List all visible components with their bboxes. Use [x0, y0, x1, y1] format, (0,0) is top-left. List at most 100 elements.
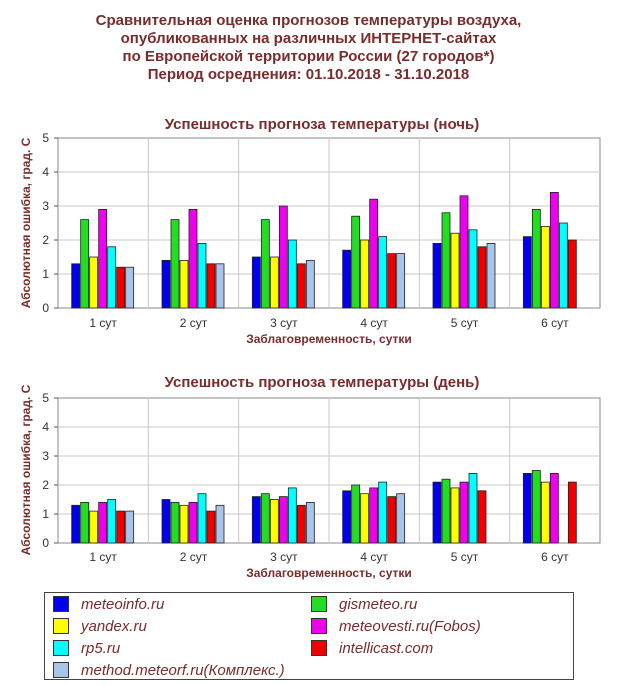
- legend-label: meteovesti.ru(Fobos): [339, 617, 481, 635]
- x-tick-label: 6 сут: [541, 550, 569, 564]
- y-tick-label: 5: [42, 391, 49, 405]
- bar: [468, 229, 478, 309]
- night-chart: Успешность прогноза температуры (ночь) 0 1…: [19, 116, 601, 346]
- bar: [441, 478, 451, 544]
- legend-item: method.meteorf.ru(Комплекс.): [53, 661, 285, 679]
- chart-legend: meteoinfo.ru gismeteo.ru yandex.ru meteoves…: [44, 592, 574, 680]
- bar: [567, 239, 577, 309]
- bar: [188, 501, 198, 544]
- y-tick-label: 4: [42, 165, 49, 179]
- bar: [179, 504, 189, 544]
- legend-item: rp5.ru: [53, 639, 120, 657]
- bar: [549, 192, 559, 309]
- x-tick-label: 1 сут: [89, 550, 117, 564]
- bar: [287, 487, 297, 544]
- legend-swatch: [53, 640, 69, 656]
- bar: [396, 253, 406, 309]
- bar: [432, 481, 442, 544]
- x-tick-label: 4 сут: [360, 316, 388, 330]
- bar: [206, 510, 216, 544]
- x-tick-label: 5 сут: [451, 550, 479, 564]
- bar: [125, 510, 135, 544]
- bar: [71, 504, 81, 544]
- bar: [432, 242, 442, 309]
- legend-swatch: [311, 640, 327, 656]
- report-header: Сравнительная оценка прогнозов температу…: [0, 12, 617, 84]
- bar: [305, 259, 315, 309]
- legend-label: method.meteorf.ru(Комплекс.): [81, 661, 285, 679]
- bar: [260, 219, 270, 309]
- legend-item: yandex.ru: [53, 617, 147, 635]
- y-tick-label: 3: [42, 199, 49, 213]
- bar: [459, 195, 469, 309]
- bar: [558, 222, 568, 309]
- bar: [396, 493, 406, 544]
- y-axis-title: Абсолютная ошибка, град. С: [19, 384, 33, 555]
- bar: [369, 198, 379, 309]
- x-tick-label: 4 сут: [360, 550, 388, 564]
- bar: [459, 481, 469, 544]
- chart-title: Успешность прогноза температуры (день): [165, 374, 480, 391]
- bar: [351, 215, 361, 309]
- bar: [215, 263, 225, 309]
- bar: [107, 499, 117, 544]
- bar: [287, 239, 297, 309]
- y-tick-label: 2: [42, 233, 49, 247]
- day-chart: Успешность прогноза температуры (день) 0 1…: [19, 374, 601, 580]
- header-line-1: Сравнительная оценка прогнозов температу…: [95, 12, 522, 29]
- bar: [522, 473, 532, 544]
- bar: [161, 259, 171, 309]
- legend-item: gismeteo.ru: [311, 595, 417, 613]
- bar: [486, 242, 496, 309]
- legend-swatch: [311, 596, 327, 612]
- legend-label: meteoinfo.ru: [81, 595, 165, 613]
- y-axis-title: Абсолютная ошибка, град. С: [19, 137, 33, 308]
- x-tick-label: 6 сут: [541, 316, 569, 330]
- x-tick-label: 5 сут: [451, 316, 479, 330]
- bar: [260, 493, 270, 544]
- bar: [531, 209, 541, 309]
- y-tick-label: 5: [42, 131, 49, 145]
- bar: [567, 481, 577, 544]
- y-tick-label: 3: [42, 449, 49, 463]
- bar: [450, 232, 460, 309]
- chart-title: Успешность прогноза температуры (ночь): [165, 116, 479, 133]
- bar: [360, 239, 370, 309]
- bar: [170, 219, 180, 309]
- bar: [89, 510, 99, 544]
- y-tick-label: 2: [42, 478, 49, 492]
- bar: [468, 473, 478, 544]
- bar: [251, 256, 261, 309]
- bar: [305, 501, 315, 544]
- bar: [540, 226, 550, 309]
- bar: [360, 493, 370, 544]
- header-line-2: опубликованных на различных ИНТЕРНЕТ-сай…: [120, 30, 497, 47]
- bar: [179, 259, 189, 309]
- bar: [378, 481, 388, 544]
- bar: [98, 501, 108, 544]
- bar: [206, 263, 216, 309]
- bar: [441, 212, 451, 309]
- bar: [116, 266, 126, 309]
- y-tick-label: 0: [42, 301, 49, 315]
- bar: [351, 484, 361, 544]
- x-tick-label: 2 сут: [180, 316, 208, 330]
- x-tick-label: 2 сут: [180, 550, 208, 564]
- bar: [278, 496, 288, 544]
- bar: [531, 470, 541, 544]
- bar: [342, 490, 352, 544]
- legend-swatch: [53, 596, 69, 612]
- y-tick-label: 0: [42, 536, 49, 550]
- bar: [89, 256, 99, 309]
- bar: [296, 504, 306, 544]
- bar: [369, 487, 379, 544]
- x-axis-title: Заблаговременность, сутки: [246, 332, 412, 346]
- x-tick-label: 3 сут: [270, 550, 298, 564]
- y-tick-label: 4: [42, 420, 49, 434]
- x-tick-label: 1 сут: [89, 316, 117, 330]
- bar: [387, 496, 397, 544]
- legend-item: meteovesti.ru(Fobos): [311, 617, 481, 635]
- bar: [116, 510, 126, 544]
- bar: [269, 256, 279, 309]
- bar: [278, 205, 288, 309]
